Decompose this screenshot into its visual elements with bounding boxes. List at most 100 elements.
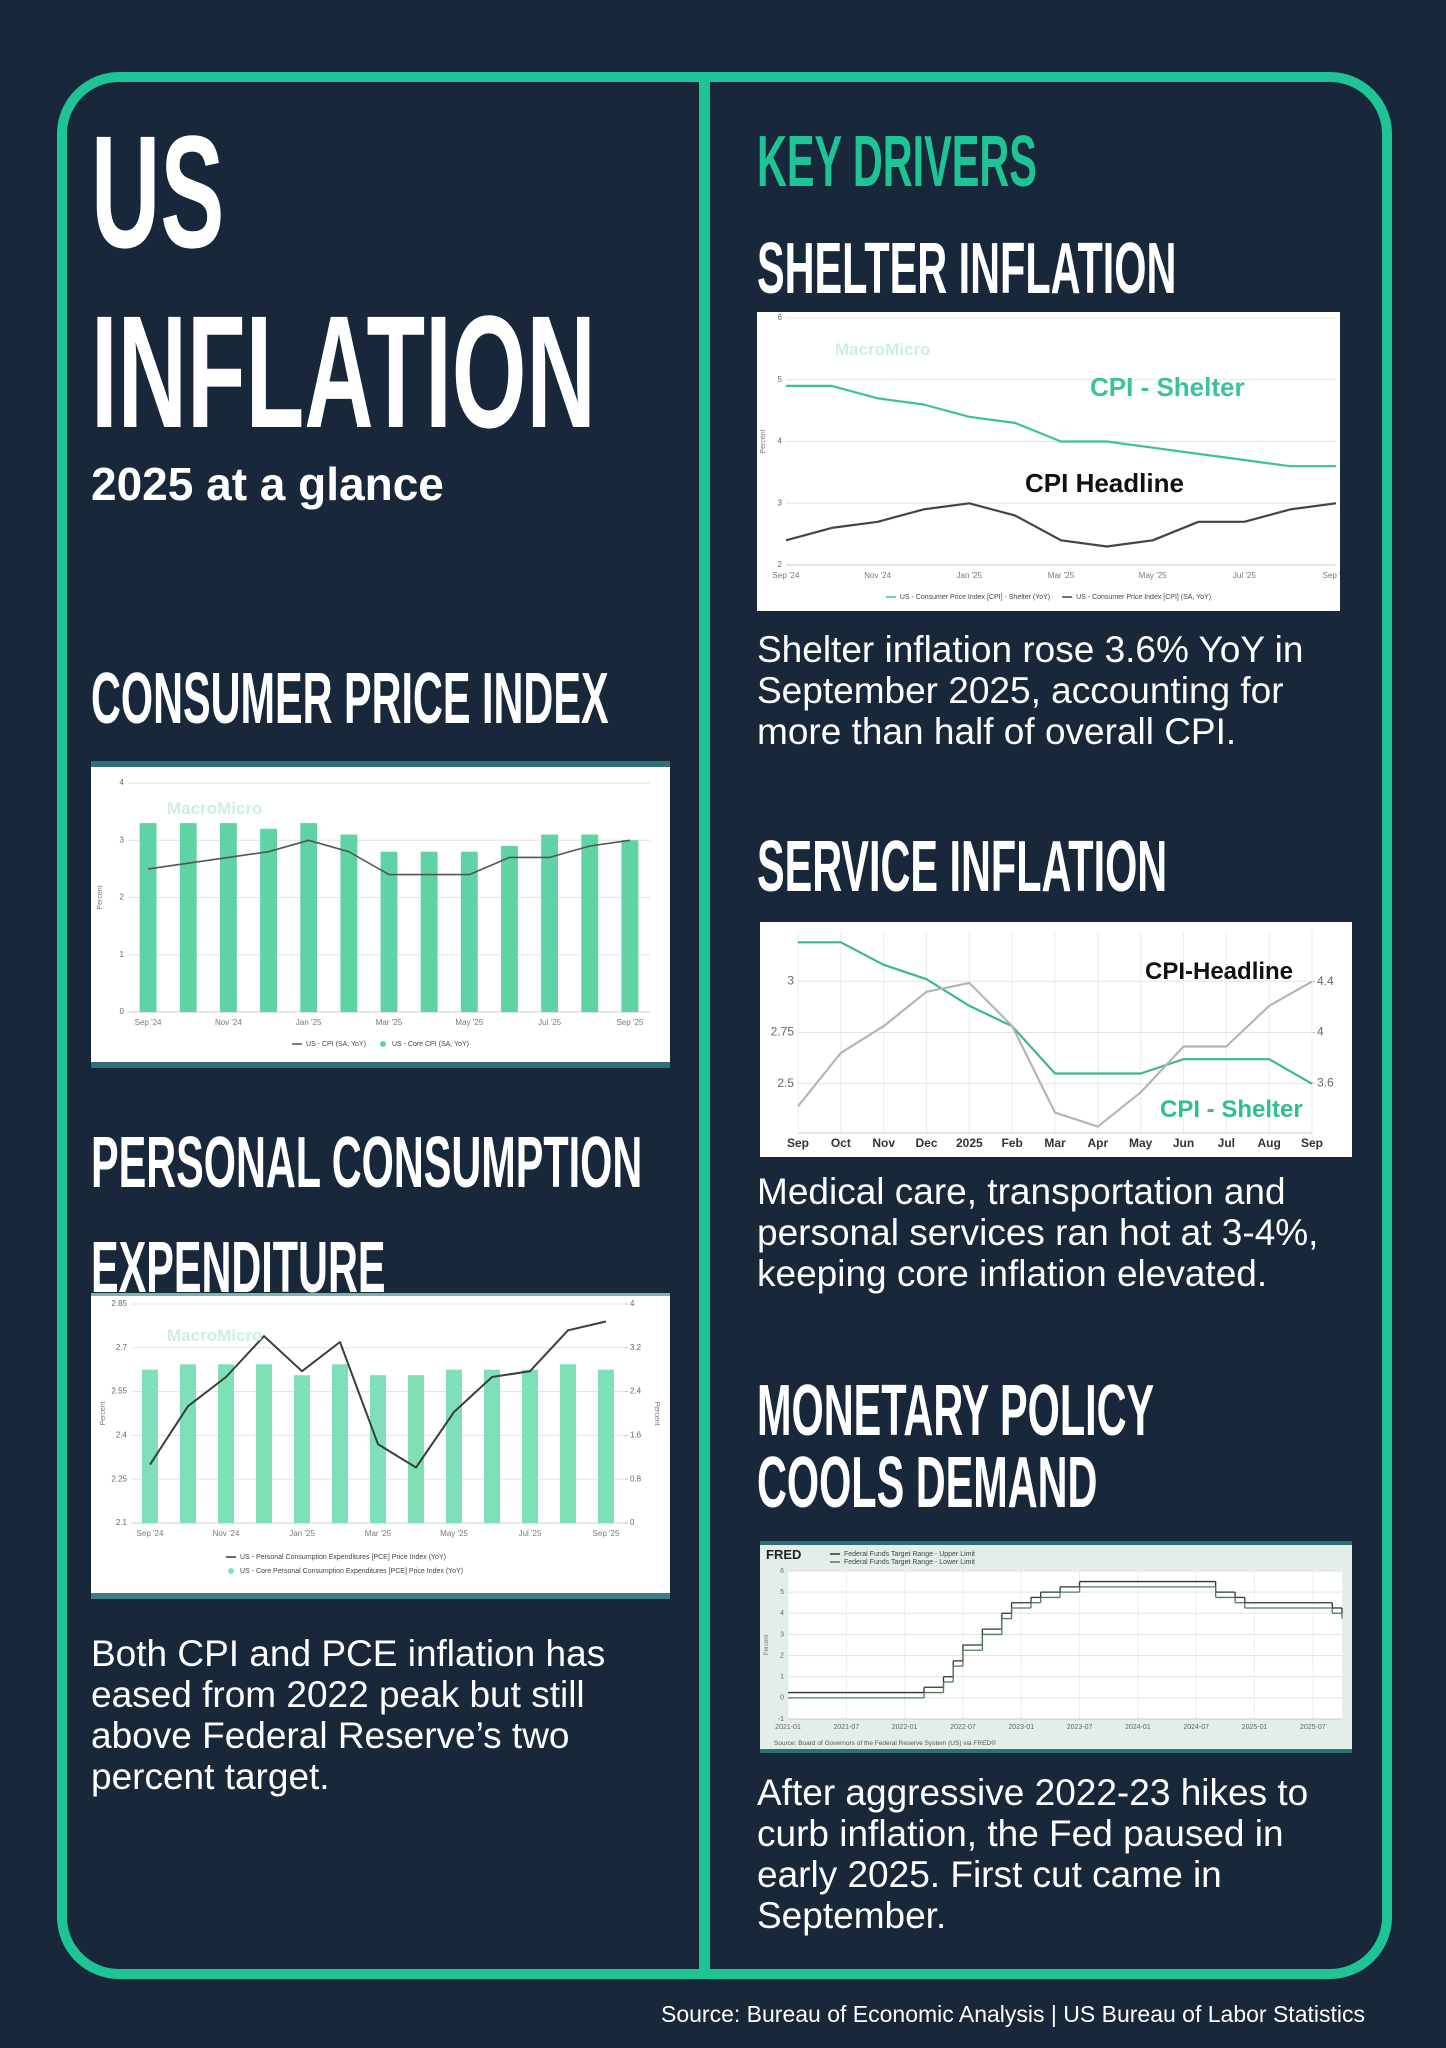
- watermark: MacroMicro: [167, 799, 263, 818]
- x-tick-label: 2024-07: [1183, 1724, 1209, 1731]
- line: [149, 1320, 607, 1469]
- x-tick-label: May '25: [440, 1529, 468, 1538]
- y-tick-label: 2.5: [777, 1076, 794, 1090]
- title: INFLATION: [91, 282, 596, 461]
- bar: [446, 1369, 462, 1523]
- legend-swatch: [379, 1041, 386, 1047]
- x-tick-label: Sep '25: [1323, 571, 1340, 580]
- x-tick-label: Mar: [1044, 1136, 1066, 1150]
- line: [785, 502, 1337, 548]
- x-tick-label: Nov '24: [213, 1529, 240, 1538]
- bar: [522, 1369, 538, 1523]
- y-tick-label: 2: [120, 893, 125, 902]
- y-tick-label: 2.25: [111, 1474, 127, 1483]
- subtitle: 2025 at a glance: [91, 458, 444, 510]
- legend-swatch: [228, 1568, 234, 1574]
- y-tick-label: 3: [780, 1631, 784, 1638]
- y-tick-label: 1: [780, 1674, 784, 1681]
- y-tick-label: 0: [120, 1007, 125, 1016]
- section-heading: CONSUMER PRICE INDEX: [91, 659, 609, 739]
- frame: [57, 72, 1392, 1979]
- x-tick-label: 2023-07: [1067, 1724, 1093, 1731]
- x-tick-label: 2023-01: [1008, 1724, 1034, 1731]
- bar: [501, 845, 518, 1012]
- watermark: MacroMicro: [167, 1326, 263, 1345]
- title: US: [91, 102, 225, 281]
- x-tick-label: May '25: [1139, 571, 1167, 580]
- y-tick-label: 2.85: [111, 1299, 127, 1308]
- x-tick-label: Feb: [1001, 1136, 1022, 1150]
- x-tick-label: Sep: [787, 1136, 809, 1150]
- x-tick-label: Sep '24: [135, 1018, 162, 1027]
- bar: [460, 851, 478, 1012]
- bar: [340, 834, 358, 1012]
- bar: [256, 1364, 272, 1523]
- paragraph: After aggressive 2022-23 hikes to curb i…: [757, 1772, 1309, 1936]
- y-tick-label: 5: [778, 375, 783, 384]
- line: [786, 384, 1336, 468]
- paragraph: Medical care, transportation and persona…: [757, 1171, 1319, 1294]
- source: Source: Bureau of Economic Analysis | US…: [661, 2001, 1365, 2027]
- section-heading: SHELTER INFLATION: [757, 229, 1177, 309]
- y-tick-label: 2: [780, 1652, 784, 1659]
- chart: 2.1 2.25 2.4 2.55 2.7 2.85 0 0.8 1.6 2.4 3.2 4 Perce…: [100, 1299, 660, 1575]
- y-axis-label: Percent: [100, 1401, 107, 1425]
- y-tick-label: 2.55: [111, 1387, 127, 1396]
- bar: [380, 851, 398, 1012]
- x-tick-label: Jul '25: [538, 1018, 561, 1027]
- x-tick-label: Jul '25: [1233, 571, 1256, 580]
- x-tick-label: Mar '25: [1048, 571, 1075, 580]
- bar: [260, 828, 277, 1012]
- x-tick-label: Sep '24: [137, 1529, 164, 1538]
- y-axis-label: Percent: [97, 885, 104, 909]
- x-tick-label: Nov: [872, 1136, 895, 1150]
- bar: [139, 823, 157, 1012]
- legend-label: Federal Funds Target Range - Lower Limit: [844, 1559, 975, 1566]
- section-heading: PERSONAL CONSUMPTION: [91, 1123, 643, 1203]
- y-tick-label: 3: [787, 973, 794, 987]
- line: [147, 839, 631, 876]
- legend-label: US - CPI (SA, YoY): [306, 1041, 366, 1048]
- chart: 2 3 4 5 6 Percent Sep '24 Nov '24 Jan '25 Mar '25…: [760, 313, 1340, 601]
- line: [797, 980, 1313, 1128]
- x-tick-label: Jan '25: [289, 1529, 315, 1538]
- section-heading: EXPENDITURE: [91, 1228, 386, 1308]
- bar: [581, 834, 599, 1012]
- x-tick-label: Dec: [915, 1136, 937, 1150]
- legend-label: US - Consumer Price Index [CPI] (SA, YoY…: [1076, 594, 1211, 601]
- legend-label: US - Personal Consumption Expenditures […: [240, 1554, 446, 1561]
- y-tick-label: 2.7: [116, 1343, 128, 1352]
- chart-source: Source: Board of Governors of the Federa…: [774, 1739, 996, 1747]
- x-tick-label: 2025: [956, 1136, 983, 1150]
- bar: [142, 1369, 158, 1523]
- bar: [541, 834, 559, 1012]
- x-tick-label: May: [1129, 1136, 1153, 1150]
- legend-label: Federal Funds Target Range - Upper Limit: [844, 1551, 975, 1558]
- bar: [219, 823, 237, 1012]
- bar: [598, 1369, 614, 1523]
- y-tick-label: 4: [120, 778, 125, 787]
- bar: [560, 1364, 576, 1523]
- y2-tick-label: 1.6: [630, 1431, 642, 1440]
- y-tick-label: 6: [780, 1568, 784, 1575]
- x-tick-label: Oct: [831, 1136, 851, 1150]
- x-tick-label: Mar '25: [365, 1529, 392, 1538]
- paragraph: Shelter inflation rose 3.6% YoY in Septe…: [757, 629, 1304, 752]
- bar: [420, 851, 438, 1012]
- x-tick-label: 2025-07: [1300, 1724, 1326, 1731]
- paragraph: Both CPI and PCE inflation has eased fro…: [91, 1633, 606, 1797]
- annotation: CPI-Headline: [1145, 958, 1294, 985]
- y-tick-label: 0: [780, 1695, 784, 1702]
- section-heading: MONETARY POLICY: [757, 1371, 1155, 1451]
- x-tick-label: Jul: [1218, 1136, 1235, 1150]
- y2-tick-label: 2.4: [630, 1387, 642, 1396]
- x-tick-label: Jun: [1173, 1136, 1194, 1150]
- chart-title: FRED: [766, 1547, 801, 1562]
- bar: [370, 1375, 386, 1523]
- x-tick-label: Mar '25: [376, 1018, 403, 1027]
- chart-card: -1 0 1 2 3 4 5 6 Percent 2021-01 2021-07 2022-01 202…: [760, 1541, 1352, 1753]
- y2-tick-label: 0.8: [630, 1474, 642, 1483]
- x-tick-label: 2021-01: [775, 1724, 801, 1731]
- y-tick-label: 2.1: [116, 1518, 128, 1527]
